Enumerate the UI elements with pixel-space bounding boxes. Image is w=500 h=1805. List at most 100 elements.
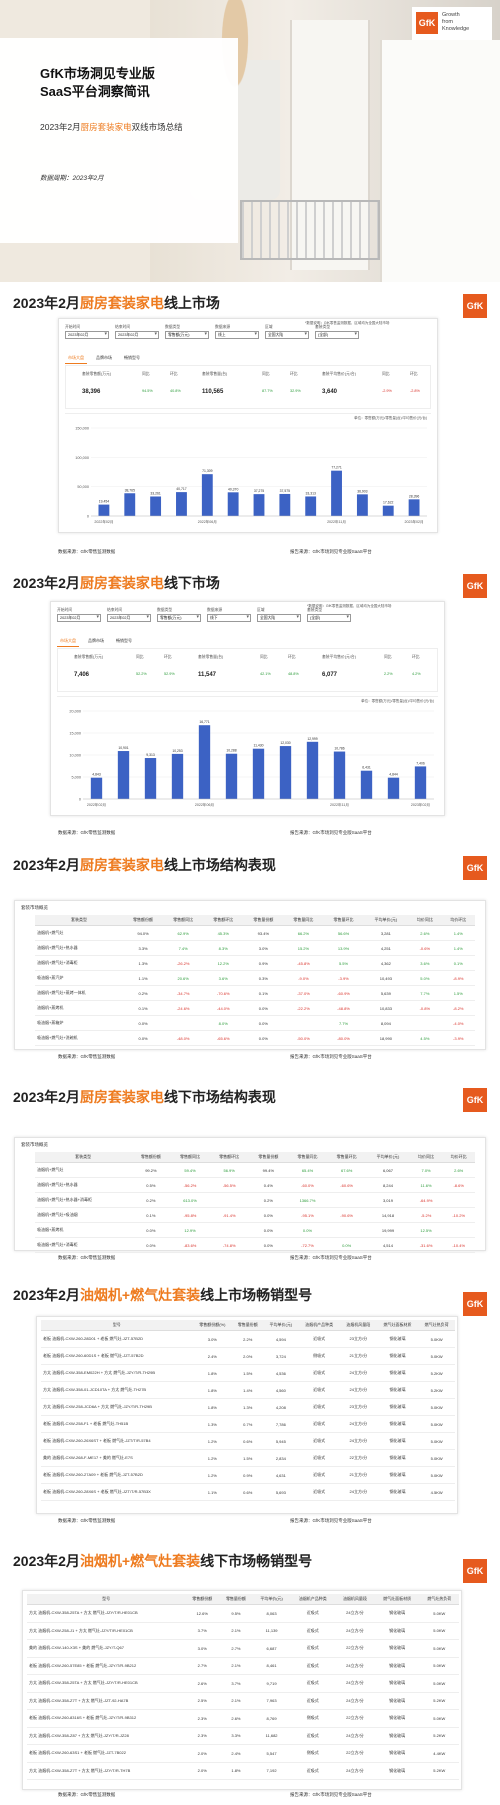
table-cell: 0.0% xyxy=(243,1030,284,1046)
table-cell: 5.2KW xyxy=(419,1692,459,1710)
table-cell: 吸油烟+燃气灶+洗碗机 xyxy=(35,1030,123,1046)
table-cell: 近吸式 xyxy=(290,1674,336,1693)
filter-set-type[interactable]: 套装类型 (全部) xyxy=(307,608,351,622)
tab-brand[interactable]: 品牌市场 xyxy=(88,638,104,643)
table-cell: 油烟机+蒸烤机 xyxy=(35,1000,123,1016)
table-cell: 吸油烟+蒸箱炉 xyxy=(35,1015,123,1031)
table-cell: 8,063 xyxy=(252,1604,291,1623)
filter-source[interactable]: 数据来源 线下 xyxy=(207,608,251,622)
bar-value-label: 40,370 xyxy=(228,487,238,491)
table-cell: 8.3% xyxy=(203,940,244,956)
table-cell: 5.0KW xyxy=(418,1347,455,1365)
filter-start[interactable]: 开始时间 2023年02月 xyxy=(57,608,101,622)
table-cell: 1.2% xyxy=(192,1466,233,1484)
table-cell: 13.9% xyxy=(323,940,364,956)
table-cell: 5.2KW xyxy=(418,1364,455,1382)
column-header: 零售额份额(%) xyxy=(192,1320,233,1331)
title-highlight: 厨房套装家电 xyxy=(79,295,164,311)
table-row: 方太 油烟机-CXW-358-Z87 + 方太 燃气灶-JZY/T/R-JZ28… xyxy=(27,1727,459,1745)
hero-banner: GfK市场洞见专业版 SaaS平台洞察简讯 2023年2月厨房套装家电双线市场总… xyxy=(0,0,500,282)
table-cell: -60.0% xyxy=(287,1177,328,1193)
filter-select[interactable]: 2023年02月 xyxy=(65,331,109,339)
table-cell: 方太 油烟机-CXW-358-EM022H + 方太 燃气灶-JZY/T/R-T… xyxy=(41,1364,193,1382)
table-cell: 0.7% xyxy=(232,1415,264,1433)
table-cell: 1.1% xyxy=(123,970,164,986)
table-cell: 22立方/分 xyxy=(335,1709,375,1728)
filter-set-type[interactable]: 套装类型 (全部) xyxy=(315,325,359,339)
title-tail: 线下市场结构表现 xyxy=(163,1089,276,1105)
kpi-volume: 套装零售量(台) 11,547 同比 42.1% 环比 48.8% xyxy=(198,655,299,678)
filter-region[interactable]: 区域 全国大陆 xyxy=(257,608,301,622)
filter-start[interactable]: 开始时间 2023年02月 xyxy=(65,325,109,339)
filter-select[interactable]: (全部) xyxy=(307,614,351,622)
table-cell: -24.6% xyxy=(163,1000,204,1016)
table-cell: 0.0% xyxy=(248,1237,288,1253)
bar-value-label: 17,622 xyxy=(383,501,393,505)
table-cell: 24立方/分 xyxy=(335,1622,375,1640)
filter-end[interactable]: 结束时间 2023年02月 xyxy=(107,608,151,622)
table-cell: -95.8% xyxy=(170,1207,210,1223)
bar xyxy=(150,496,162,516)
tab-models[interactable]: 畅销型号 xyxy=(124,355,140,360)
table-cell: 5.0KW xyxy=(419,1709,459,1728)
table-cell: 2,834 xyxy=(263,1449,299,1467)
kpi-label: 套装零售额(万元) xyxy=(74,655,104,659)
table-cell: 2.7% xyxy=(219,1639,253,1658)
table-cell: 近吸式 xyxy=(298,1415,341,1433)
table-cell: 1.8% xyxy=(192,1364,233,1382)
filter-end[interactable]: 结束时间 2023年02月 xyxy=(115,325,159,339)
kpi-mom: 40.8% xyxy=(170,389,181,393)
table-cell: 5.0KW xyxy=(419,1604,459,1623)
table-cell xyxy=(408,1015,442,1031)
column-header: 套装类型 xyxy=(35,915,123,926)
hero-subtitle-date: 2023年2月 xyxy=(40,122,81,132)
filter-select[interactable]: 2023年02月 xyxy=(115,331,159,339)
filter-select[interactable]: (全部) xyxy=(315,331,359,339)
tab-market[interactable]: 市场大盘 xyxy=(57,636,79,647)
table-cell: -4.0% xyxy=(441,1015,475,1031)
filter-region[interactable]: 区域 全国大陆 xyxy=(265,325,309,339)
table-cell: 22立方/分 xyxy=(340,1449,377,1467)
table-cell: 吸油烟+蒸汽炉 xyxy=(35,970,123,986)
table-cell: 方太 油烟机-CXW-358-Z7T + 方太 燃气灶-JZY/T/R-TH7B xyxy=(27,1762,186,1780)
tab-models[interactable]: 畅销型号 xyxy=(116,638,132,643)
filter-select[interactable]: 线下 xyxy=(207,614,251,622)
table-cell: 21立方/分 xyxy=(340,1466,377,1484)
table-cell: -70.6% xyxy=(203,985,244,1001)
table-cell: 2.4% xyxy=(219,1744,253,1763)
tab-market[interactable]: 市场大盘 xyxy=(65,353,87,364)
filter-type[interactable]: 数据类型 零售额(万元) xyxy=(157,608,201,622)
data-source: 数据来源：GfK零售监测数据 xyxy=(58,1792,116,1797)
filter-select[interactable]: 2023年02月 xyxy=(57,614,101,622)
kpi-avg-price: 套装平均售价(元/台) 6,077 同比 2.2% 环比 4.2% xyxy=(322,655,421,678)
column-header: 燃气灶热负荷 xyxy=(418,1320,455,1331)
bar-value-label: 19,454 xyxy=(99,500,109,504)
tab-brand[interactable]: 品牌市场 xyxy=(96,355,112,360)
filter-label: 结束时间 xyxy=(107,608,123,612)
filter-select[interactable]: 线上 xyxy=(215,331,259,339)
table-cell: 18,990 xyxy=(363,1030,409,1046)
bar-value-label: 77,271 xyxy=(331,466,341,470)
data-source: 数据来源：GfK零售监测数据 xyxy=(58,1518,116,1523)
table-cell: 油烟机+燃气灶 xyxy=(35,925,123,941)
bar xyxy=(360,770,373,799)
kpi-sales: 套装零售额(万元) 7,406 同比 52.2% 环比 52.9% xyxy=(74,655,175,678)
table-cell: 1.5% xyxy=(441,985,475,1001)
filter-select[interactable]: 零售额(万元) xyxy=(157,614,201,622)
title-highlight: 油烟机+燃气灶套装 xyxy=(79,1553,201,1569)
table-cell: 侧吸式 xyxy=(290,1744,336,1763)
filter-type[interactable]: 数据类型 零售额(万元) xyxy=(165,325,209,339)
filter-select[interactable]: 零售额(万元) xyxy=(165,331,209,339)
table-cell: 5.0KW xyxy=(418,1432,455,1450)
column-header: 燃气灶面板材质 xyxy=(376,1320,419,1331)
filter-select[interactable]: 全国大陆 xyxy=(257,614,301,622)
filter-select[interactable]: 全国大陆 xyxy=(265,331,309,339)
table-cell: 方太 油烟机-CXW-358-Z7T + 方太 燃气灶-JZT-92-HA7B xyxy=(27,1692,186,1710)
table-cell: 5,693 xyxy=(263,1483,299,1501)
table-cell: 93.4% xyxy=(243,925,284,941)
filter-source[interactable]: 数据来源 线上 xyxy=(215,325,259,339)
table-cell: -45.8% xyxy=(283,955,324,971)
table-cell: 3.3% xyxy=(219,1727,253,1745)
table-cell: 钢化玻璃 xyxy=(376,1466,419,1484)
filter-select[interactable]: 2023年02月 xyxy=(107,614,151,622)
